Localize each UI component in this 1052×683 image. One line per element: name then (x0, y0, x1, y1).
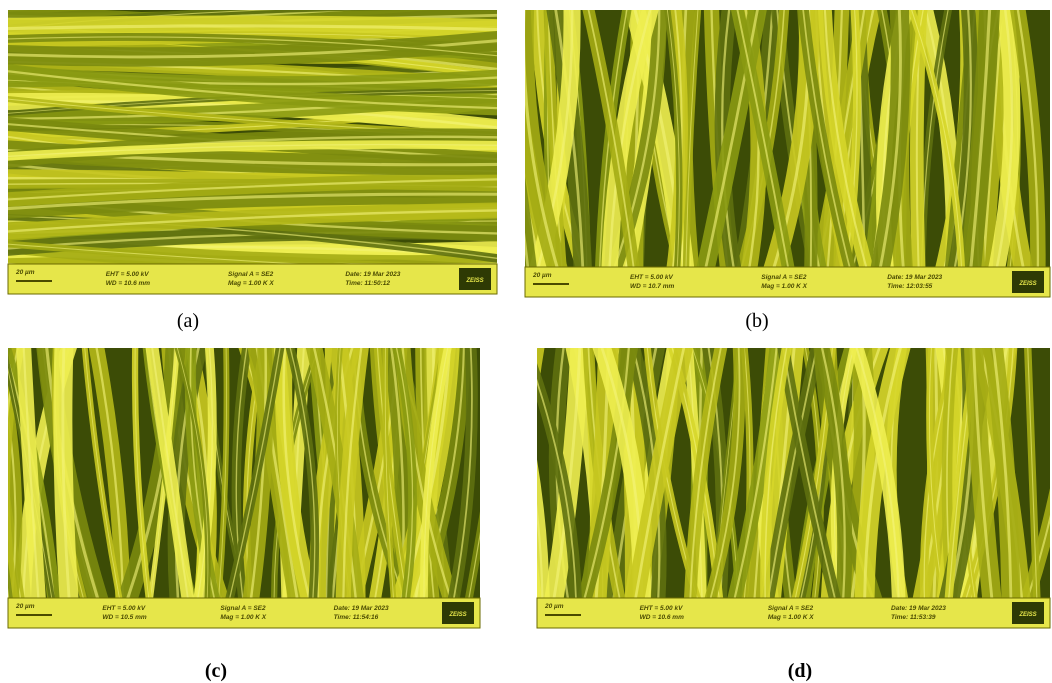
mag: Mag = 1.00 K X (228, 280, 274, 287)
wd: WD = 10.7 mm (630, 283, 674, 290)
sem-image (484, 0, 1050, 287)
eht: EHT = 5.00 kV (102, 605, 145, 612)
logo: ZEISS (1018, 281, 1036, 287)
eht: EHT = 5.00 kV (630, 274, 673, 281)
signal: Signal A = SE2 (761, 274, 807, 281)
mag: Mag = 1.00 K X (761, 283, 807, 290)
sem-image (0, 0, 517, 282)
sem-image (0, 328, 512, 618)
logo: ZEISS (448, 612, 466, 618)
mag: Mag = 1.00 K X (220, 614, 266, 621)
eht: EHT = 5.00 kV (106, 271, 149, 278)
figure: 20 µm EHT = 5.00 kV WD = 10.6 mm Signal A =… (0, 0, 1052, 683)
time: Time: 11:53:39 (891, 614, 936, 621)
info-bar (525, 267, 1050, 297)
date: Date: 19 Mar 2023 (891, 605, 946, 612)
wd: WD = 10.6 mm (106, 280, 150, 287)
panel-label: (b) (745, 310, 768, 332)
wd: WD = 10.6 mm (640, 614, 684, 621)
date: Date: 19 Mar 2023 (334, 605, 389, 612)
scale-label: 20 µm (544, 603, 564, 610)
date: Date: 19 Mar 2023 (345, 271, 400, 278)
wd: WD = 10.5 mm (102, 614, 146, 621)
scale-label: 20 µm (532, 272, 552, 279)
info-bar (8, 264, 497, 294)
fiber (499, 328, 543, 618)
logo: ZEISS (1018, 612, 1036, 618)
sem-image (499, 328, 1052, 618)
scale-label: 20 µm (15, 269, 35, 276)
signal: Signal A = SE2 (228, 271, 274, 278)
time: Time: 11:50:12 (345, 280, 390, 287)
panel-label: (c) (205, 660, 227, 682)
eht: EHT = 5.00 kV (640, 605, 683, 612)
time: Time: 12:03:55 (887, 283, 932, 290)
mag: Mag = 1.00 K X (768, 614, 814, 621)
info-bar (537, 598, 1050, 628)
panel-label: (a) (177, 310, 199, 332)
signal: Signal A = SE2 (220, 605, 266, 612)
scale-label: 20 µm (15, 603, 35, 610)
time: Time: 11:54:16 (334, 614, 379, 621)
info-bar (8, 598, 480, 628)
signal: Signal A = SE2 (768, 605, 814, 612)
date: Date: 19 Mar 2023 (887, 274, 942, 281)
fiber-highlight (499, 328, 543, 618)
logo: ZEISS (465, 278, 483, 284)
panel-label: (d) (788, 660, 812, 682)
